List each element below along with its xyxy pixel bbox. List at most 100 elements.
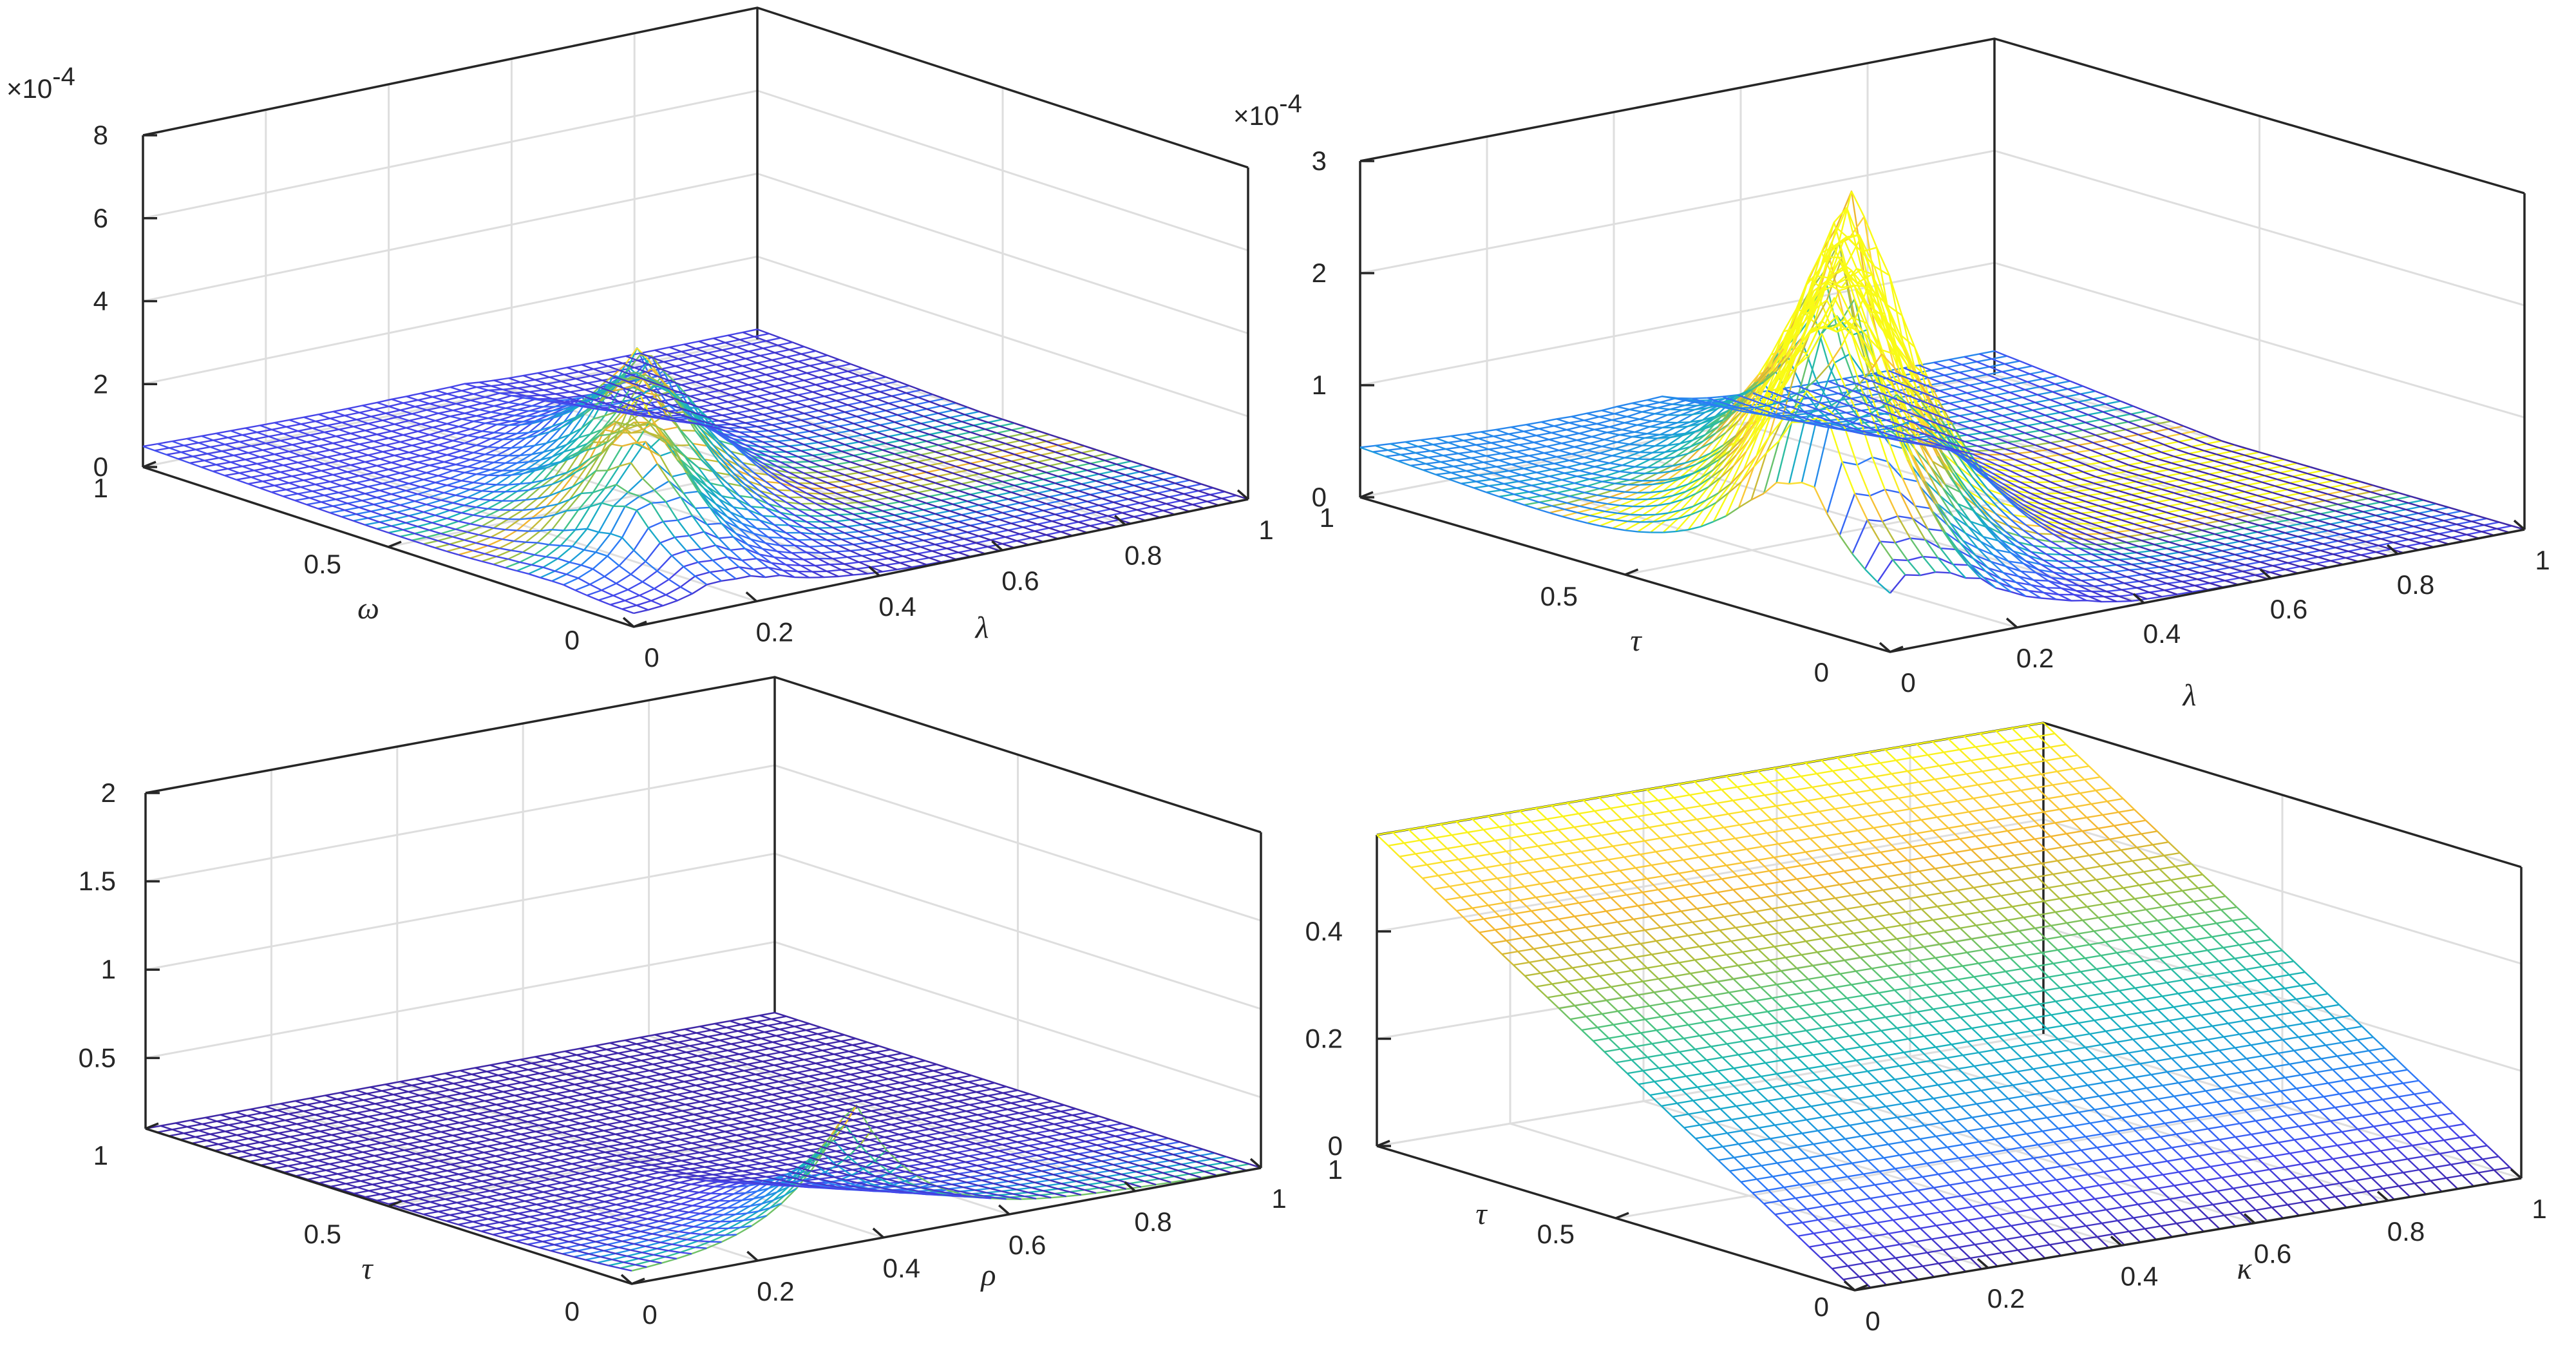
mesh-segment: [2360, 481, 2374, 486]
mesh-segment: [1931, 445, 1945, 450]
mesh-segment: [1823, 227, 1837, 272]
mesh-segment: [826, 508, 839, 516]
mesh-segment: [1730, 408, 1743, 412]
mesh-segment: [2128, 421, 2141, 428]
mesh-segment: [2196, 506, 2210, 511]
mesh-segment: [871, 379, 884, 385]
mesh-segment: [601, 374, 614, 386]
mesh-segment: [569, 1191, 582, 1196]
mesh-segment: [629, 1108, 641, 1114]
mesh-segment: [1858, 234, 1873, 274]
mesh-segment: [2126, 576, 2140, 582]
mesh-segment: [511, 420, 524, 423]
mesh-segment: [835, 366, 849, 372]
mesh-segment: [370, 1161, 383, 1167]
mesh-segment: [514, 499, 526, 502]
mesh-segment: [2249, 551, 2263, 557]
mesh-segment: [660, 368, 673, 374]
mesh-segment: [1813, 420, 1826, 426]
mesh-segment: [540, 483, 553, 488]
mesh-segment: [1924, 481, 1938, 504]
mesh-segment: [826, 482, 839, 488]
mesh-segment: [1034, 437, 1047, 443]
mesh-segment: [1638, 531, 1651, 533]
mesh-segment: [242, 434, 255, 440]
mesh-segment: [917, 430, 930, 435]
mesh-segment: [809, 488, 822, 495]
mesh-segment: [2254, 501, 2268, 507]
mesh-segment: [1878, 400, 1892, 407]
mesh-segment: [491, 1087, 504, 1093]
mesh-segment: [204, 459, 216, 466]
mesh-segment: [730, 511, 743, 524]
mesh-segment: [929, 495, 942, 501]
mesh-segment: [1853, 428, 1867, 434]
mesh-segment: [1622, 428, 1635, 433]
mesh-segment: [1682, 464, 1696, 470]
mesh-segment: [1927, 528, 1942, 549]
mesh-segment: [885, 533, 898, 539]
mesh-segment: [685, 472, 699, 492]
mesh-segment: [1763, 368, 1777, 390]
mesh-segment: [309, 1149, 322, 1155]
mesh-segment: [382, 514, 395, 520]
mesh-segment: [595, 1241, 608, 1246]
mesh-segment: [1979, 439, 1993, 446]
x-tick: [991, 540, 1003, 551]
mesh-segment: [413, 1107, 425, 1113]
mesh-segment: [795, 401, 808, 407]
mesh-segment: [2032, 513, 2047, 522]
mesh-segment: [537, 495, 549, 500]
mesh-segment: [536, 1203, 549, 1208]
mesh-segment: [484, 1100, 497, 1105]
mesh-segment: [712, 559, 725, 571]
mesh-segment: [2247, 521, 2260, 526]
mesh-segment: [724, 486, 737, 500]
mesh-segment: [1853, 298, 1868, 330]
mesh-segment: [2005, 531, 2019, 543]
mesh-segment: [391, 1123, 404, 1129]
mesh-segment: [871, 1180, 884, 1185]
mesh-segment: [554, 570, 567, 575]
mesh-segment: [537, 398, 550, 403]
mesh-segment: [561, 380, 574, 387]
mesh-segment: [201, 435, 214, 441]
mesh-segment: [1048, 527, 1061, 533]
mesh-segment: [557, 1237, 570, 1243]
mesh-segment: [1785, 351, 1800, 365]
mesh-segment: [775, 1173, 788, 1179]
mesh-segment: [835, 1150, 848, 1156]
mesh-segment: [488, 1093, 500, 1099]
mesh-segment: [704, 1166, 717, 1171]
mesh-segment: [599, 408, 611, 412]
mesh-segment: [2002, 370, 2015, 378]
mesh-segment: [1008, 467, 1021, 473]
mesh-segment: [788, 497, 801, 505]
mesh-segment: [514, 437, 526, 440]
mesh-segment: [730, 474, 743, 487]
mesh-segment: [750, 1203, 762, 1207]
mesh-segment: [517, 409, 529, 412]
mesh-segment: [1533, 478, 1548, 484]
mesh-segment: [853, 1185, 866, 1190]
mesh-segment: [537, 414, 550, 417]
mesh-segment: [1612, 490, 1625, 493]
mesh-segment: [2023, 562, 2037, 574]
mesh-segment: [511, 549, 523, 553]
mesh-segment: [732, 536, 746, 549]
mesh-segment: [967, 469, 980, 475]
mesh-segment: [1798, 330, 1813, 352]
mesh-segment: [2098, 572, 2112, 579]
mesh-segment: [917, 492, 930, 497]
mesh-segment: [1891, 559, 1906, 576]
mesh-segment: [844, 1105, 857, 1125]
mesh-segment: [582, 1093, 595, 1099]
mesh-segment: [717, 1143, 730, 1149]
mesh-segment: [577, 1250, 589, 1255]
mesh-segment: [1964, 441, 1978, 447]
mesh-segment: [1917, 403, 1931, 430]
mesh-segment: [414, 1130, 426, 1136]
mesh-segment: [451, 1186, 464, 1191]
mesh-segment: [1858, 416, 1872, 423]
mesh-segment: [576, 1179, 589, 1184]
